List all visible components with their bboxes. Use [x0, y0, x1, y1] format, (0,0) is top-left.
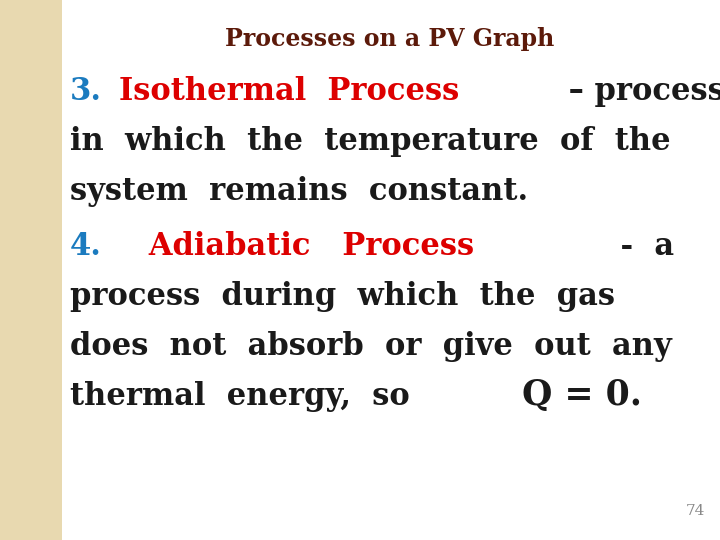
Text: 74: 74 [685, 504, 705, 518]
Text: -  a: - a [578, 231, 674, 262]
Text: system  remains  constant.: system remains constant. [70, 176, 528, 207]
Text: Processes on a PV Graph: Processes on a PV Graph [225, 27, 554, 51]
FancyBboxPatch shape [0, 0, 62, 540]
Text: in  which  the  temperature  of  the: in which the temperature of the [70, 126, 670, 157]
Text: Adiabatic   Process: Adiabatic Process [117, 231, 474, 262]
Text: process  during  which  the  gas: process during which the gas [70, 281, 615, 312]
Text: 3.: 3. [70, 76, 102, 107]
Text: Isothermal  Process: Isothermal Process [120, 76, 459, 107]
Text: Q = 0.: Q = 0. [522, 378, 642, 412]
Text: thermal  energy,  so: thermal energy, so [70, 381, 420, 412]
Text: does  not  absorb  or  give  out  any: does not absorb or give out any [70, 331, 672, 362]
Text: 4.: 4. [70, 231, 102, 262]
Text: – process: – process [558, 76, 720, 107]
